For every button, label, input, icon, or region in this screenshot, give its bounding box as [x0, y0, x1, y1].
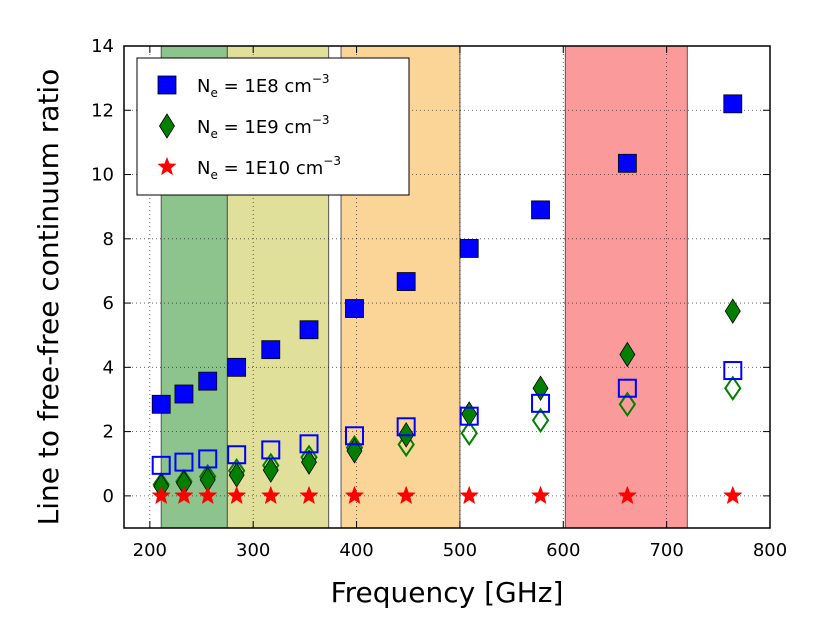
- star-point: [174, 485, 194, 505]
- diamond-point: [532, 375, 549, 401]
- square-point: [396, 272, 416, 291]
- x-tick-label: 800: [753, 540, 787, 561]
- star-point: [344, 485, 365, 505]
- square-point: [723, 94, 743, 114]
- star-point: [198, 485, 218, 505]
- open-diamond-point: [531, 407, 550, 434]
- series-square: [151, 94, 743, 414]
- y-tick-label: 6: [103, 293, 114, 314]
- band-3: [565, 46, 688, 528]
- axis-ticks: 200 300 400 500 600 700 800 0 2 4 6 8 10 12 14: [91, 36, 787, 561]
- open-square-point: [198, 449, 218, 469]
- legend-label: Ne = 1E10 cm−3: [197, 154, 341, 182]
- open-square-point: [151, 455, 171, 475]
- plot-frame: [123, 45, 771, 529]
- series-star: [151, 485, 743, 505]
- y-tick-label: 12: [91, 100, 114, 121]
- open-diamond-point: [460, 420, 478, 446]
- open-square-point: [723, 361, 743, 381]
- open-square-point: [299, 434, 319, 454]
- square-point: [174, 384, 194, 404]
- open-square-point: [617, 378, 637, 398]
- open-square-point: [531, 393, 551, 413]
- x-tick-label: 200: [133, 540, 167, 561]
- open-square-point: [174, 452, 194, 472]
- star-point: [723, 485, 743, 505]
- star-point: [459, 485, 479, 505]
- y-tick-label: 10: [91, 165, 114, 186]
- square-point: [345, 299, 364, 318]
- legend-diamond-marker: [159, 113, 175, 139]
- y-tick-label: 2: [103, 422, 114, 443]
- diamond-point: [301, 449, 317, 475]
- legend-label: Ne = 1E8 cm−3: [197, 72, 330, 100]
- open-square-point: [227, 445, 247, 465]
- series-open-square: [151, 361, 743, 475]
- star-point: [617, 485, 638, 505]
- diamond-point: [724, 298, 741, 324]
- legend-star-marker: [157, 156, 177, 176]
- legend-label: Ne = 1E9 cm−3: [197, 113, 330, 141]
- y-tick-label: 14: [91, 36, 114, 57]
- square-point: [459, 239, 479, 258]
- open-diamond-point: [618, 391, 637, 418]
- y-axis-label: Line to free-free continuum ratio: [32, 69, 65, 526]
- star-point: [299, 485, 319, 505]
- square-point: [198, 371, 218, 391]
- square-point: [227, 357, 247, 377]
- star-point: [226, 485, 247, 505]
- star-point: [396, 485, 416, 505]
- square-point: [261, 340, 281, 360]
- open-square-point: [261, 440, 281, 460]
- square-point: [299, 320, 319, 340]
- open-square-point: [459, 406, 479, 426]
- x-tick-label: 500: [443, 540, 477, 561]
- diamond-point: [619, 341, 636, 368]
- x-tick-label: 700: [649, 540, 683, 561]
- star-point: [261, 485, 281, 505]
- open-diamond-point: [397, 431, 415, 458]
- x-tick-label: 600: [546, 540, 580, 561]
- square-point: [531, 200, 550, 220]
- legend: Ne = 1E8 cm−3 Ne = 1E9 cm−3 Ne = 1E10 cm−3: [136, 57, 410, 196]
- star-point: [530, 485, 551, 505]
- diamond-point: [262, 457, 279, 483]
- y-tick-label: 8: [103, 229, 114, 250]
- x-tick-label: 300: [236, 540, 270, 561]
- legend-box: [136, 57, 410, 196]
- open-square-point: [396, 417, 416, 437]
- x-axis-label: Frequency [GHz]: [331, 576, 564, 609]
- square-point: [617, 153, 637, 173]
- open-diamond-point: [724, 375, 742, 401]
- x-tick-label: 400: [339, 540, 373, 561]
- legend-square-marker: [157, 75, 177, 95]
- star-point: [151, 485, 171, 505]
- open-square-point: [344, 426, 364, 446]
- data-points: [151, 94, 743, 505]
- square-point: [151, 394, 171, 414]
- y-tick-label: 4: [103, 357, 114, 378]
- y-tick-label: 0: [103, 486, 114, 507]
- diamond-point: [461, 401, 478, 427]
